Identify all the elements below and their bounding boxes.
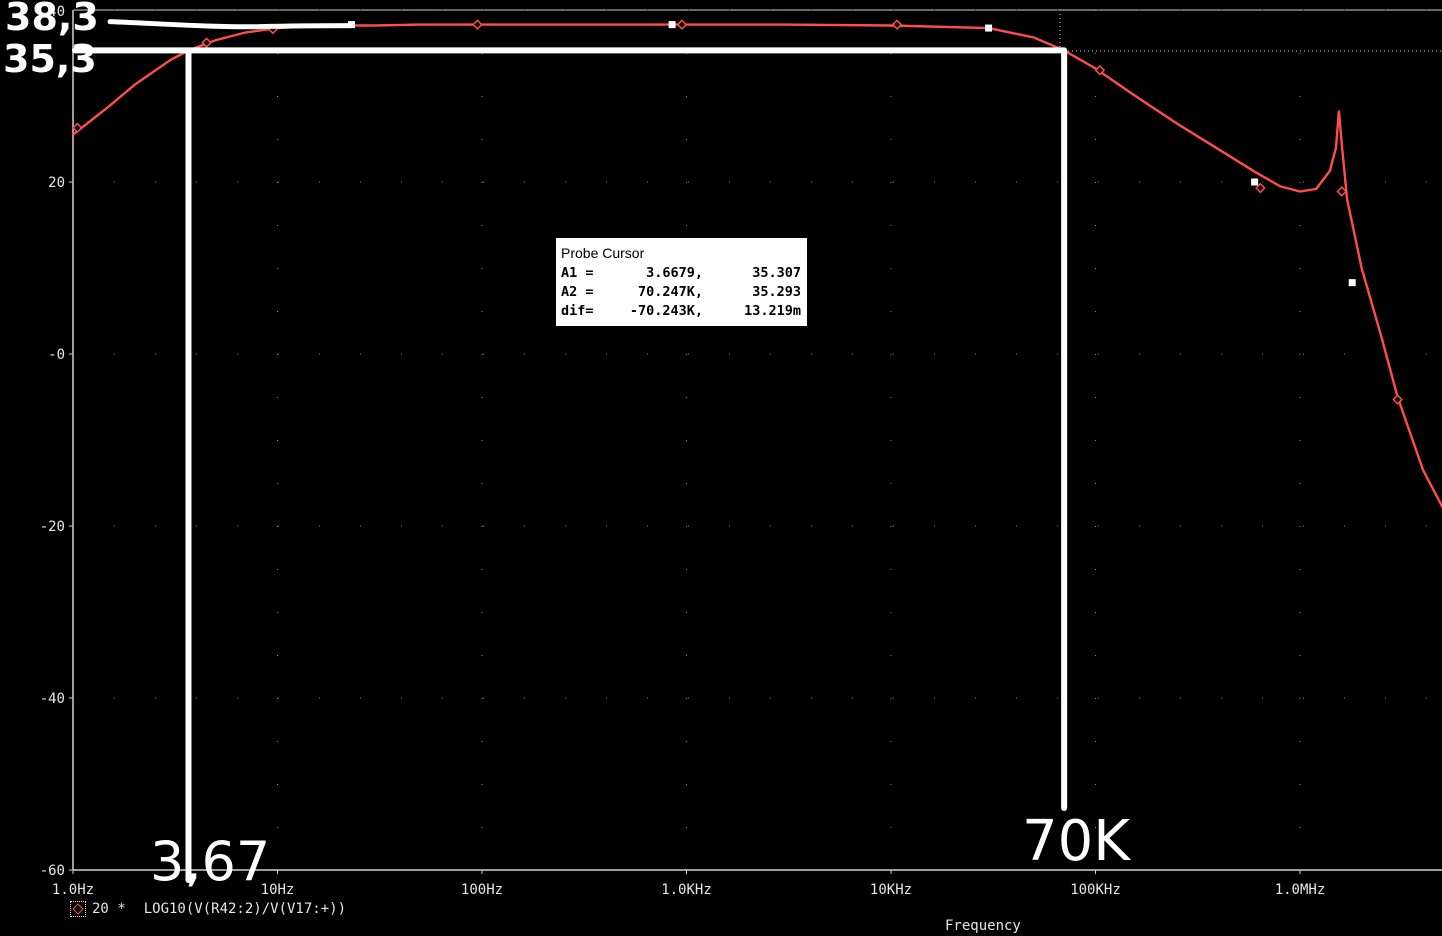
hand-label-top-level: 38,3 — [5, 0, 99, 39]
series-marker-diamond — [72, 122, 83, 134]
probe-dif-label: dif= — [561, 303, 594, 319]
probe-row-dif: dif= -70.243K, 13.219m — [561, 302, 801, 321]
plot-grid — [73, 9, 1442, 870]
x-axis-title: Frequency — [945, 918, 1021, 934]
probe-a2-x: 70.247K, — [637, 284, 703, 300]
probe-dif-y: 13.219m — [744, 303, 801, 319]
y-tick-label: -0 — [48, 347, 65, 363]
legend-trace-expression[interactable]: LOG10(V(R42:2)/V(V17:+)) — [143, 901, 347, 917]
series-marker-diamond — [676, 19, 688, 30]
cursor-a2-guides — [1059, 14, 1442, 52]
series-marker-diamond — [1336, 186, 1348, 197]
x-tick-label: 1.0Hz — [52, 882, 94, 898]
y-tick-labels: 20 -0 -20 -40 -60 40 — [40, 4, 73, 879]
x-tick-labels: 1.0Hz 10Hz 100Hz 1.0KHz 10KHz 100KHz 1.0MHz — [52, 870, 1325, 898]
probe-a1-x: 3.6679, — [646, 265, 703, 281]
hand-marker-line — [107, 19, 354, 30]
y-tick-label: -40 — [40, 691, 65, 707]
hand-label-freq-a: 3,67 — [150, 830, 270, 893]
legend-marker-icon — [70, 901, 86, 917]
series-marker-diamond — [1255, 182, 1266, 194]
x-tick-label: 10KHz — [870, 882, 912, 898]
probe-a1-y: 35.307 — [752, 265, 801, 281]
plot-axes — [72, 9, 1442, 871]
probe-row-a2: A2 = 70.247K, 35.293 — [561, 283, 801, 302]
probe-a2-label: A2 = — [561, 284, 594, 300]
series-markers — [72, 19, 1403, 405]
x-tick-label: 100Hz — [461, 882, 503, 898]
series-marker-square — [1348, 279, 1356, 287]
x-tick-label: 10Hz — [261, 882, 295, 898]
series-marker-diamond — [201, 37, 212, 48]
series-marker-square — [668, 21, 676, 29]
probe-cursor-title: Probe Cursor — [561, 245, 645, 261]
series-marker-diamond — [891, 19, 903, 30]
probe-a2-y: 35.293 — [752, 284, 801, 300]
series-trace — [72, 23, 1442, 509]
series-marker-square — [985, 24, 993, 32]
series-marker-diamond — [472, 19, 483, 30]
hand-label-freq-b: 70K — [1022, 809, 1131, 874]
y-tick-label: -20 — [40, 519, 65, 535]
probe-cursor-box[interactable]: Probe Cursor A1 = 3.6679, 35.307 A2 = 70… — [556, 238, 807, 326]
x-tick-label: 100KHz — [1070, 882, 1121, 898]
x-tick-label: 1.0KHz — [661, 882, 712, 898]
y-tick-label: -60 — [40, 863, 65, 879]
y-tick-label: 20 — [48, 175, 65, 191]
y-tick-label-top: 40 — [48, 4, 65, 20]
hand-label-level: 35,3 — [3, 37, 97, 81]
probe-dif-x: -70.243K, — [629, 303, 703, 319]
series-marker-diamond — [1094, 64, 1106, 76]
probe-a1-label: A1 = — [561, 265, 594, 281]
series-marker-diamond — [1392, 394, 1403, 405]
series-marker-square — [1251, 178, 1259, 186]
legend-trace-number: 20 * — [92, 901, 126, 917]
handwritten-annotations: 38,335,3 3,67 70K — [3, 0, 1131, 893]
trace-legend[interactable]: 20 * LOG10(V(R42:2)/V(V17:+)) — [70, 899, 346, 919]
probe-row-a1: A1 = 3.6679, 35.307 — [561, 264, 801, 283]
x-tick-label: 1.0MHz — [1275, 882, 1326, 898]
